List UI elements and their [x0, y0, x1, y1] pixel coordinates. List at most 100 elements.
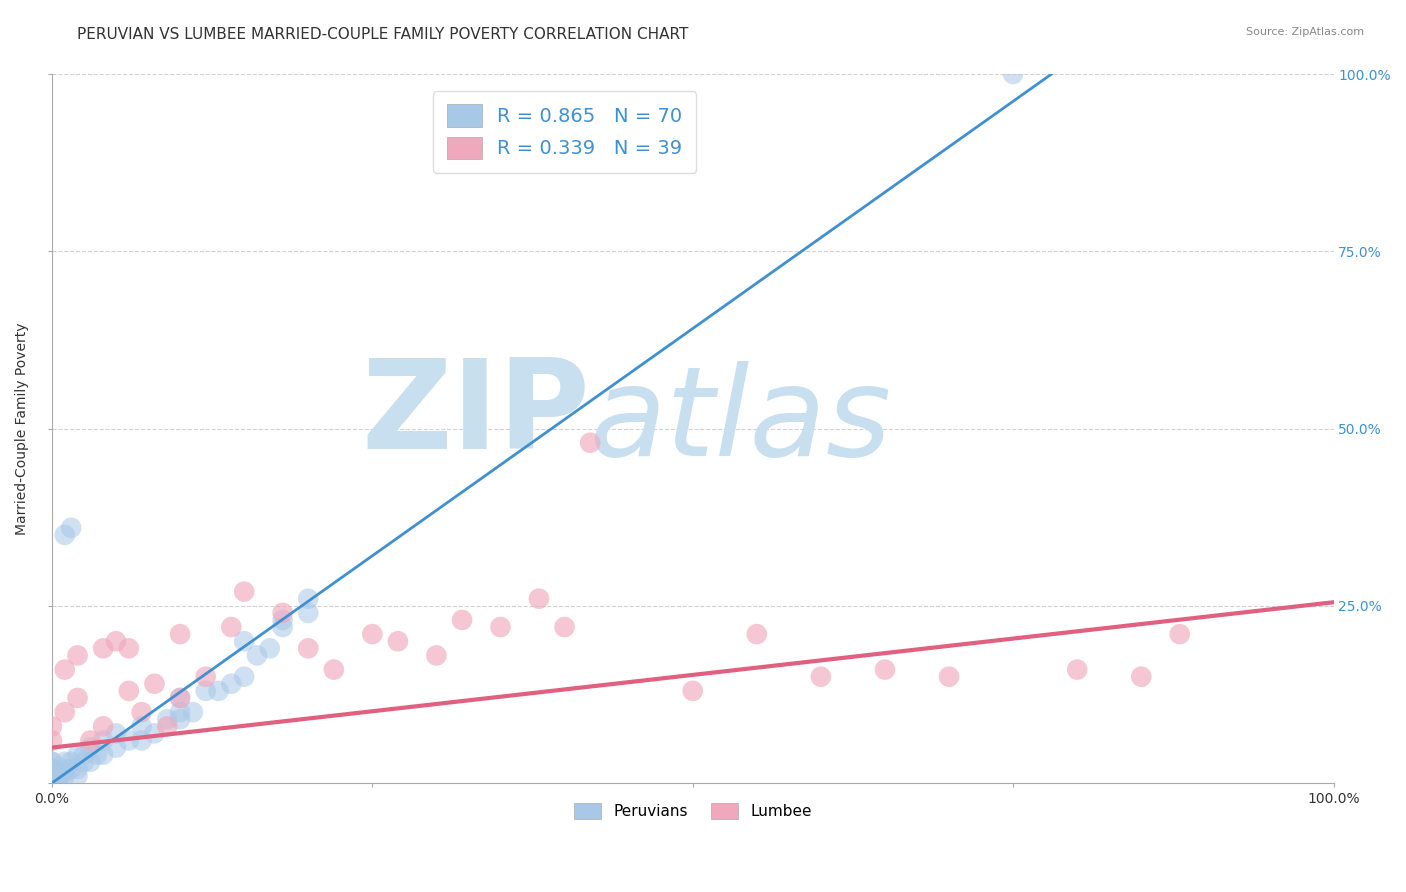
Point [938, 670, 960, 684]
Point [1168, 627, 1191, 641]
Point [169, 627, 191, 641]
Point [46, 772, 69, 787]
Text: PERUVIAN VS LUMBEE MARRIED-COUPLE FAMILY POVERTY CORRELATION CHART: PERUVIAN VS LUMBEE MARRIED-COUPLE FAMILY… [77, 27, 689, 42]
Point [194, 670, 217, 684]
Point [41, 776, 63, 790]
Point [60, 521, 83, 535]
Point [131, 705, 153, 719]
Point [682, 684, 704, 698]
Point [271, 606, 294, 620]
Point [41, 776, 63, 790]
Point [41, 769, 63, 783]
Point [46, 765, 69, 780]
Point [1066, 663, 1088, 677]
Point [41, 776, 63, 790]
Point [53, 755, 76, 769]
Point [53, 528, 76, 542]
Point [221, 620, 243, 634]
Point [41, 762, 63, 776]
Point [41, 776, 63, 790]
Point [46, 776, 69, 790]
Point [181, 705, 204, 719]
Point [41, 755, 63, 769]
Point [297, 641, 319, 656]
Point [41, 719, 63, 733]
Point [91, 641, 114, 656]
Point [41, 733, 63, 747]
Point [118, 641, 141, 656]
Point [41, 776, 63, 790]
Point [91, 719, 114, 733]
Point [41, 762, 63, 776]
Point [66, 769, 89, 783]
Point [41, 772, 63, 787]
Point [60, 762, 83, 776]
Point [46, 769, 69, 783]
Point [105, 726, 128, 740]
Point [143, 726, 166, 740]
Point [79, 733, 101, 747]
Point [169, 690, 191, 705]
Point [143, 677, 166, 691]
Point [41, 769, 63, 783]
Point [66, 762, 89, 776]
Point [233, 670, 256, 684]
Point [259, 641, 281, 656]
Point [579, 435, 602, 450]
Point [41, 776, 63, 790]
Point [233, 634, 256, 648]
Point [387, 634, 409, 648]
Point [322, 663, 344, 677]
Point [156, 712, 179, 726]
Point [41, 772, 63, 787]
Point [41, 776, 63, 790]
Point [271, 613, 294, 627]
Point [118, 684, 141, 698]
Point [53, 769, 76, 783]
Point [297, 606, 319, 620]
Point [53, 663, 76, 677]
Point [361, 627, 384, 641]
Point [221, 677, 243, 691]
Point [41, 776, 63, 790]
Point [131, 719, 153, 733]
Point [86, 747, 108, 762]
Point [156, 719, 179, 733]
Point [53, 765, 76, 780]
Point [91, 733, 114, 747]
Point [527, 591, 550, 606]
Point [41, 776, 63, 790]
Point [131, 733, 153, 747]
Point [1002, 67, 1025, 81]
Point [41, 776, 63, 790]
Point [41, 769, 63, 783]
Point [118, 733, 141, 747]
Point [207, 684, 229, 698]
Point [79, 740, 101, 755]
Point [169, 690, 191, 705]
Point [810, 670, 832, 684]
Text: atlas: atlas [591, 361, 893, 482]
Point [66, 747, 89, 762]
Text: ZIP: ZIP [361, 354, 591, 475]
Point [41, 776, 63, 790]
Point [554, 620, 576, 634]
Point [41, 755, 63, 769]
Point [41, 776, 63, 790]
Point [1130, 670, 1153, 684]
Point [79, 755, 101, 769]
Point [489, 620, 512, 634]
Y-axis label: Married-Couple Family Poverty: Married-Couple Family Poverty [15, 322, 30, 535]
Point [105, 634, 128, 648]
Point [41, 776, 63, 790]
Legend: Peruvians, Lumbee: Peruvians, Lumbee [568, 797, 818, 825]
Point [60, 755, 83, 769]
Point [451, 613, 474, 627]
Point [233, 584, 256, 599]
Point [41, 776, 63, 790]
Point [873, 663, 896, 677]
Point [73, 747, 96, 762]
Point [73, 755, 96, 769]
Point [66, 690, 89, 705]
Point [105, 740, 128, 755]
